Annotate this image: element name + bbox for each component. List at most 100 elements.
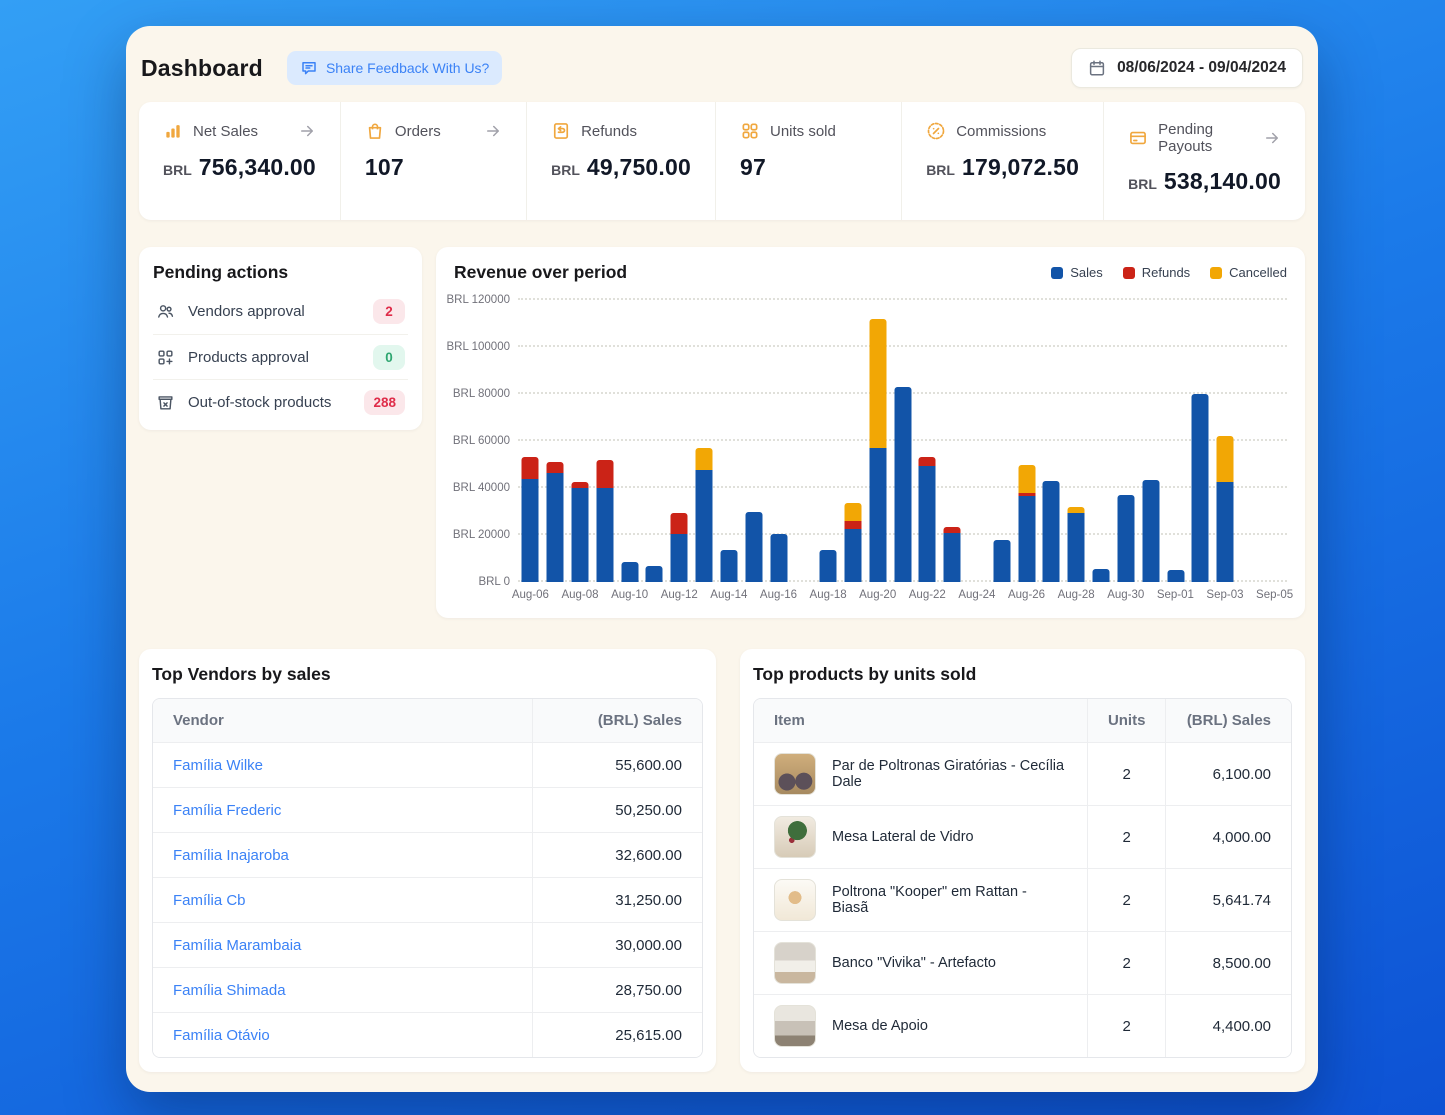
- bar-aug-19[interactable]: [844, 503, 861, 582]
- vendor-name-cell: Família Frederic: [153, 787, 532, 832]
- bar-sep-01[interactable]: [1167, 570, 1184, 582]
- stat-tile-pending-payouts[interactable]: Pending PayoutsBRL538,140.00: [1103, 102, 1305, 220]
- pending-actions-title: Pending actions: [153, 262, 408, 283]
- stat-label: Pending Payouts: [1158, 121, 1253, 155]
- bar-slot-aug-07: [543, 300, 568, 582]
- stat-label: Orders: [395, 123, 441, 140]
- vendor-row-fam-lia-cb: Família Cb31,250.00: [153, 877, 702, 922]
- x-tick-label: Aug-24: [958, 589, 995, 601]
- bar-segment-sales: [944, 533, 961, 582]
- pending-item-out-of-stock-products[interactable]: Out-of-stock products288: [153, 379, 408, 424]
- bar-aug-16[interactable]: [770, 534, 787, 582]
- bar-sep-03[interactable]: [1217, 436, 1234, 582]
- top-products-card: Top products by units sold Item Units (B…: [740, 649, 1305, 1072]
- bar-aug-20[interactable]: [869, 319, 886, 582]
- vendor-link[interactable]: Família Wilke: [173, 757, 263, 774]
- x-tick-label: Aug-06: [512, 589, 549, 601]
- bar-aug-08[interactable]: [572, 482, 589, 582]
- vendor-link[interactable]: Família Frederic: [173, 802, 281, 819]
- bar-segment-sales: [1043, 481, 1060, 582]
- bar-segment-cancelled: [1217, 436, 1234, 482]
- product-row-poltrona-kooper-em-rattan-bias: Poltrona "Kooper" em Rattan - Biasã25,64…: [754, 868, 1291, 931]
- bar-aug-11[interactable]: [646, 566, 663, 582]
- vendor-name-cell: Família Shimada: [153, 967, 532, 1012]
- vendor-name-cell: Família Wilke: [153, 742, 532, 787]
- vendor-link[interactable]: Família Marambaia: [173, 937, 301, 954]
- pending-item-vendors-approval[interactable]: Vendors approval2: [153, 289, 408, 334]
- bar-segment-sales: [745, 512, 762, 583]
- legend-item-sales[interactable]: Sales: [1051, 265, 1103, 280]
- bar-aug-09[interactable]: [596, 460, 613, 582]
- bar-aug-15[interactable]: [745, 512, 762, 583]
- arrow-right-icon: [298, 122, 316, 140]
- x-tick-label: Sep-03: [1206, 589, 1243, 601]
- bar-aug-07[interactable]: [547, 462, 564, 582]
- bar-slot-aug-06: [518, 300, 543, 582]
- top-vendors-title: Top Vendors by sales: [152, 664, 703, 685]
- top-vendors-table: Vendor (BRL) Sales Família Wilke55,600.0…: [152, 698, 703, 1058]
- vendor-link[interactable]: Família Shimada: [173, 982, 286, 999]
- bar-segment-sales: [1217, 482, 1234, 582]
- bar-aug-27[interactable]: [1043, 481, 1060, 582]
- pending-item-label: Products approval: [188, 349, 309, 366]
- column-header-item: Item: [754, 699, 1087, 742]
- bar-aug-13[interactable]: [696, 448, 713, 582]
- vendor-sales-cell: 30,000.00: [532, 922, 702, 967]
- vendor-link[interactable]: Família Cb: [173, 892, 246, 909]
- bar-sep-02[interactable]: [1192, 394, 1209, 582]
- bar-segment-cancelled: [696, 448, 713, 470]
- refund-receipt-icon: [551, 121, 571, 141]
- legend-swatch: [1051, 267, 1063, 279]
- date-range-picker[interactable]: 08/06/2024 - 09/04/2024: [1071, 48, 1303, 88]
- legend-label: Cancelled: [1229, 265, 1287, 280]
- legend-swatch: [1210, 267, 1222, 279]
- product-units-cell: 2: [1087, 805, 1166, 868]
- product-row-banco-vivika-artefacto: Banco "Vivika" - Artefacto28,500.00: [754, 931, 1291, 994]
- bar-aug-23[interactable]: [944, 527, 961, 582]
- bar-aug-12[interactable]: [671, 513, 688, 582]
- bar-segment-sales: [596, 488, 613, 582]
- bar-slot-aug-10: [617, 300, 642, 582]
- stat-tile-net-sales[interactable]: Net SalesBRL756,340.00: [139, 102, 340, 220]
- plot: [518, 300, 1287, 582]
- x-tick-label: Aug-12: [661, 589, 698, 601]
- bar-slot-aug-09: [592, 300, 617, 582]
- bar-segment-sales: [1117, 495, 1134, 582]
- x-tick-label: Aug-18: [810, 589, 847, 601]
- legend-item-refunds[interactable]: Refunds: [1123, 265, 1190, 280]
- bar-aug-14[interactable]: [720, 550, 737, 582]
- bar-aug-25[interactable]: [993, 540, 1010, 582]
- bar-aug-29[interactable]: [1093, 569, 1110, 582]
- bar-aug-21[interactable]: [894, 387, 911, 582]
- bar-aug-26[interactable]: [1018, 465, 1035, 583]
- share-feedback-button[interactable]: Share Feedback With Us?: [287, 51, 502, 85]
- bar-aug-06[interactable]: [522, 457, 539, 582]
- bar-slot-aug-13: [692, 300, 717, 582]
- rattan-chair-photo: [774, 879, 816, 921]
- out-of-stock-icon: [156, 393, 175, 412]
- currency-prefix: BRL: [163, 162, 192, 178]
- legend-label: Sales: [1070, 265, 1103, 280]
- bar-segment-sales: [869, 448, 886, 582]
- stat-value: 179,072.50: [962, 154, 1079, 181]
- pending-item-products-approval[interactable]: Products approval0: [153, 334, 408, 379]
- legend-item-cancelled[interactable]: Cancelled: [1210, 265, 1287, 280]
- product-name: Mesa Lateral de Vidro: [832, 829, 974, 845]
- bar-aug-31[interactable]: [1142, 480, 1159, 582]
- chart-legend: Sales Refunds Cancelled: [1051, 265, 1287, 280]
- bar-aug-30[interactable]: [1117, 495, 1134, 582]
- stat-tile-orders[interactable]: Orders107: [340, 102, 526, 220]
- vendor-link[interactable]: Família Otávio: [173, 1027, 270, 1044]
- vendor-name-cell: Família Otávio: [153, 1012, 532, 1057]
- vendor-link[interactable]: Família Inajaroba: [173, 847, 289, 864]
- bar-segment-cancelled: [1018, 465, 1035, 493]
- bar-aug-18[interactable]: [820, 550, 837, 582]
- bar-segment-sales: [572, 488, 589, 582]
- bar-slot-sep-05: [1262, 300, 1287, 582]
- bar-aug-28[interactable]: [1068, 507, 1085, 582]
- x-tick-label: Aug-10: [611, 589, 648, 601]
- product-row-par-de-poltronas-girat-rias-cec-lia-dale: Par de Poltronas Giratórias - Cecília Da…: [754, 742, 1291, 805]
- bar-aug-22[interactable]: [919, 457, 936, 582]
- bar-aug-10[interactable]: [621, 562, 638, 582]
- column-header-vendor: Vendor: [153, 699, 532, 742]
